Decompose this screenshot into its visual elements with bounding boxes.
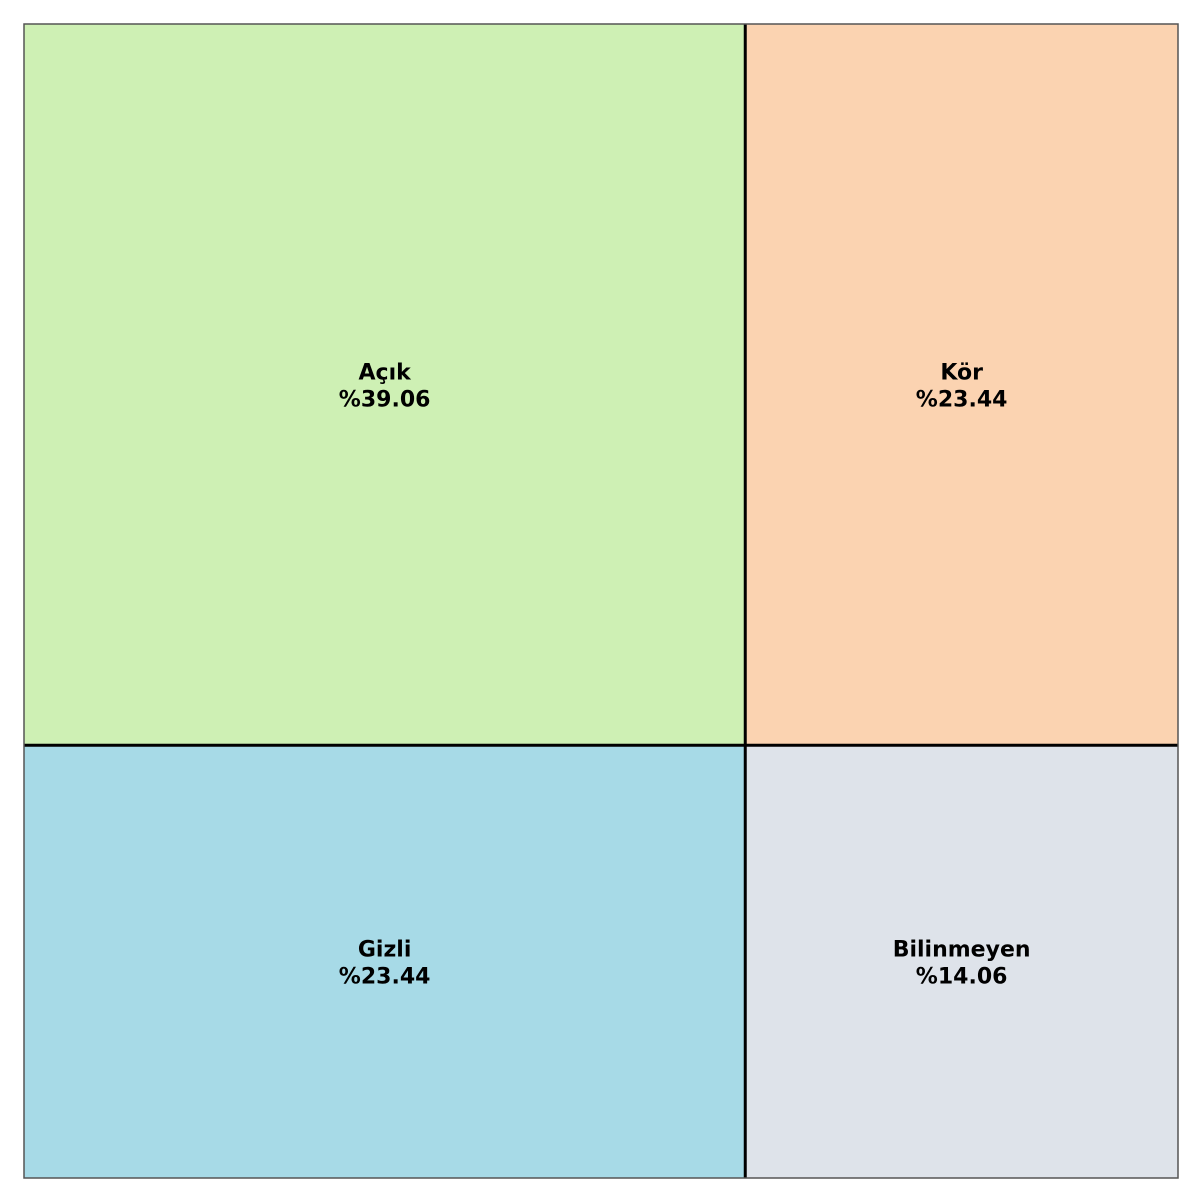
cell-name-bilinmeyen: Bilinmeyen: [893, 938, 1031, 963]
cell-name-gizli: Gizli: [358, 938, 412, 963]
cell-name-kor: Kör: [940, 361, 983, 386]
cell-kor: [745, 24, 1178, 746]
chart-labels: Açık%39.06Kör%23.44Gizli%23.44Bilinmeyen…: [339, 361, 1031, 990]
chart-cells: [24, 24, 1178, 1178]
cell-percent-acik: %39.06: [339, 388, 431, 413]
cell-percent-bilinmeyen: %14.06: [916, 965, 1008, 990]
cell-percent-gizli: %23.44: [339, 965, 431, 990]
cell-name-acik: Açık: [359, 361, 413, 386]
cell-bilinmeyen: [745, 745, 1178, 1178]
cell-percent-kor: %23.44: [916, 388, 1008, 413]
plot-frame: [23, 23, 1179, 1179]
cell-acik: [24, 24, 746, 746]
cell-gizli: [24, 745, 746, 1178]
chart-dividers: [24, 24, 1178, 1178]
